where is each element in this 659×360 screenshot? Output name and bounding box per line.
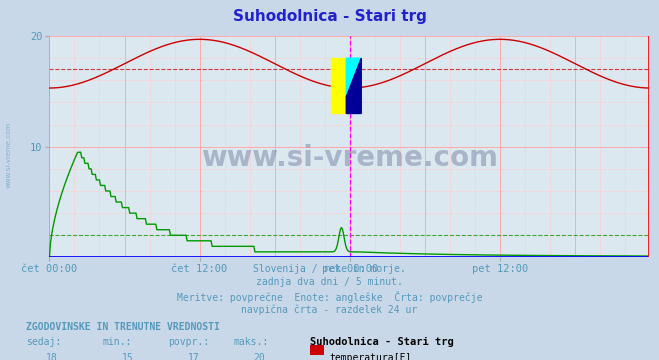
Text: navpična črta - razdelek 24 ur: navpična črta - razdelek 24 ur <box>241 305 418 315</box>
Text: www.si-vreme.com: www.si-vreme.com <box>5 122 11 188</box>
Text: 20: 20 <box>254 353 266 360</box>
Text: Suhodolnica - Stari trg: Suhodolnica - Stari trg <box>233 9 426 24</box>
Text: zadnja dva dni / 5 minut.: zadnja dva dni / 5 minut. <box>256 277 403 287</box>
Text: Suhodolnica - Stari trg: Suhodolnica - Stari trg <box>310 337 453 347</box>
Text: temperatura[F]: temperatura[F] <box>330 353 412 360</box>
Text: 18: 18 <box>46 353 58 360</box>
Polygon shape <box>346 58 361 113</box>
Text: Slovenija / reke in morje.: Slovenija / reke in morje. <box>253 264 406 274</box>
FancyBboxPatch shape <box>331 58 346 113</box>
Text: sedaj:: sedaj: <box>26 337 61 347</box>
Text: ZGODOVINSKE IN TRENUTNE VREDNOSTI: ZGODOVINSKE IN TRENUTNE VREDNOSTI <box>26 322 220 332</box>
Polygon shape <box>346 58 361 97</box>
Text: Meritve: povprečne  Enote: angleške  Črta: povprečje: Meritve: povprečne Enote: angleške Črta:… <box>177 291 482 303</box>
Text: 17: 17 <box>188 353 200 360</box>
Text: www.si-vreme.com: www.si-vreme.com <box>201 144 498 172</box>
Text: maks.:: maks.: <box>234 337 269 347</box>
Text: min.:: min.: <box>102 337 132 347</box>
Text: 15: 15 <box>122 353 134 360</box>
Text: povpr.:: povpr.: <box>168 337 209 347</box>
